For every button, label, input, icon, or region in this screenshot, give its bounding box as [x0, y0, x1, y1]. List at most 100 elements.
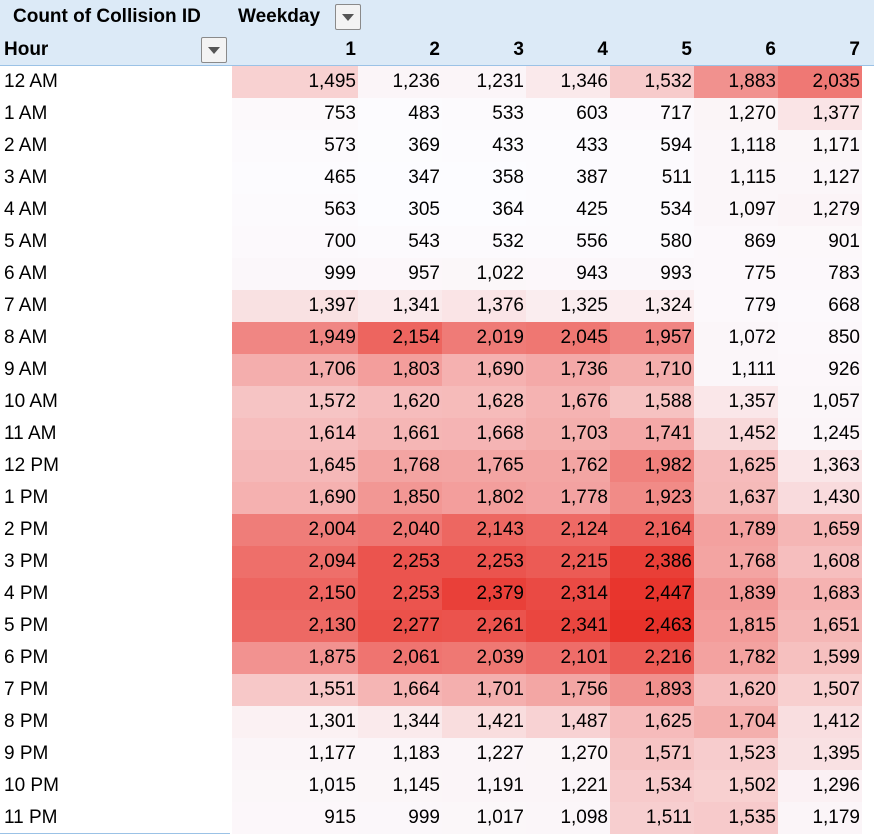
row-label[interactable]: 10 PM	[4, 775, 59, 796]
value-cell[interactable]: 1,270	[526, 738, 610, 770]
value-cell[interactable]: 1,231	[442, 66, 526, 98]
row-label[interactable]: 1 PM	[4, 487, 49, 508]
column-header-7[interactable]: 7	[849, 39, 860, 60]
row-label[interactable]: 8 PM	[4, 711, 49, 732]
value-cell[interactable]: 1,346	[526, 66, 610, 98]
value-cell[interactable]: 1,495	[232, 66, 358, 98]
value-cell[interactable]: 1,487	[526, 706, 610, 738]
value-cell[interactable]: 1,532	[610, 66, 694, 98]
row-label[interactable]: 6 PM	[4, 647, 49, 668]
row-label[interactable]: 1 AM	[4, 103, 48, 124]
value-cell[interactable]: 1,768	[358, 450, 442, 482]
value-cell[interactable]: 532	[442, 226, 526, 258]
value-cell[interactable]: 1,893	[610, 674, 694, 706]
value-cell[interactable]: 2,253	[358, 546, 442, 578]
value-cell[interactable]: 433	[442, 130, 526, 162]
row-label[interactable]: 12 PM	[4, 455, 59, 476]
value-cell[interactable]: 1,701	[442, 674, 526, 706]
row-label[interactable]: 2 AM	[4, 135, 48, 156]
value-cell[interactable]: 1,949	[232, 322, 358, 354]
value-cell[interactable]: 1,706	[232, 354, 358, 386]
value-cell[interactable]: 783	[778, 258, 862, 290]
value-cell[interactable]: 1,608	[778, 546, 862, 578]
value-cell[interactable]: 1,620	[358, 386, 442, 418]
value-cell[interactable]: 1,097	[694, 194, 778, 226]
value-cell[interactable]: 2,386	[610, 546, 694, 578]
value-cell[interactable]: 534	[610, 194, 694, 226]
value-cell[interactable]: 543	[358, 226, 442, 258]
row-label[interactable]: 9 PM	[4, 743, 49, 764]
value-cell[interactable]: 533	[442, 98, 526, 130]
value-cell[interactable]: 901	[778, 226, 862, 258]
column-header-5[interactable]: 5	[681, 39, 692, 60]
value-cell[interactable]: 1,690	[442, 354, 526, 386]
value-cell[interactable]: 1,637	[694, 482, 778, 514]
row-label[interactable]: 10 AM	[4, 391, 58, 412]
value-cell[interactable]: 700	[232, 226, 358, 258]
value-cell[interactable]: 1,765	[442, 450, 526, 482]
row-label[interactable]: 11 AM	[4, 423, 57, 444]
value-cell[interactable]: 1,227	[442, 738, 526, 770]
value-cell[interactable]: 2,061	[358, 642, 442, 674]
value-cell[interactable]: 1,377	[778, 98, 862, 130]
column-header-3[interactable]: 3	[513, 39, 524, 60]
value-cell[interactable]: 1,661	[358, 418, 442, 450]
value-cell[interactable]: 2,150	[232, 578, 358, 610]
value-cell[interactable]: 2,379	[442, 578, 526, 610]
value-cell[interactable]: 999	[232, 258, 358, 290]
value-cell[interactable]: 1,756	[526, 674, 610, 706]
value-cell[interactable]: 563	[232, 194, 358, 226]
row-label[interactable]: 3 PM	[4, 551, 49, 572]
value-cell[interactable]: 1,376	[442, 290, 526, 322]
value-cell[interactable]: 1,421	[442, 706, 526, 738]
value-cell[interactable]: 1,341	[358, 290, 442, 322]
value-cell[interactable]: 1,664	[358, 674, 442, 706]
value-cell[interactable]: 594	[610, 130, 694, 162]
value-cell[interactable]: 1,171	[778, 130, 862, 162]
value-cell[interactable]: 943	[526, 258, 610, 290]
value-cell[interactable]: 1,645	[232, 450, 358, 482]
value-cell[interactable]: 1,115	[694, 162, 778, 194]
value-cell[interactable]: 1,072	[694, 322, 778, 354]
row-label[interactable]: 5 PM	[4, 615, 49, 636]
value-cell[interactable]: 1,588	[610, 386, 694, 418]
value-cell[interactable]: 1,620	[694, 674, 778, 706]
value-cell[interactable]: 2,154	[358, 322, 442, 354]
value-cell[interactable]: 2,039	[442, 642, 526, 674]
value-cell[interactable]: 2,045	[526, 322, 610, 354]
value-cell[interactable]: 511	[610, 162, 694, 194]
value-cell[interactable]: 1,111	[694, 354, 778, 386]
value-cell[interactable]: 1,651	[778, 610, 862, 642]
value-cell[interactable]: 1,325	[526, 290, 610, 322]
value-cell[interactable]: 2,040	[358, 514, 442, 546]
value-cell[interactable]: 483	[358, 98, 442, 130]
value-cell[interactable]: 1,957	[610, 322, 694, 354]
row-label[interactable]: 7 AM	[4, 295, 48, 316]
value-cell[interactable]: 1,625	[694, 450, 778, 482]
row-label[interactable]: 5 AM	[4, 231, 48, 252]
value-cell[interactable]: 1,668	[442, 418, 526, 450]
value-cell[interactable]: 1,683	[778, 578, 862, 610]
value-cell[interactable]: 1,982	[610, 450, 694, 482]
value-cell[interactable]: 1,782	[694, 642, 778, 674]
value-cell[interactable]: 1,022	[442, 258, 526, 290]
value-cell[interactable]: 668	[778, 290, 862, 322]
value-cell[interactable]: 1,511	[610, 802, 694, 834]
value-cell[interactable]: 1,183	[358, 738, 442, 770]
value-cell[interactable]: 2,261	[442, 610, 526, 642]
row-label[interactable]: 11 PM	[4, 807, 58, 828]
value-cell[interactable]: 1,875	[232, 642, 358, 674]
row-label[interactable]: 6 AM	[4, 263, 48, 284]
row-label[interactable]: 9 AM	[4, 359, 48, 380]
value-cell[interactable]: 1,017	[442, 802, 526, 834]
value-cell[interactable]: 1,628	[442, 386, 526, 418]
value-cell[interactable]: 1,534	[610, 770, 694, 802]
value-cell[interactable]: 1,736	[526, 354, 610, 386]
value-cell[interactable]: 465	[232, 162, 358, 194]
value-cell[interactable]: 1,803	[358, 354, 442, 386]
row-label[interactable]: 4 AM	[4, 199, 48, 220]
value-cell[interactable]: 1,802	[442, 482, 526, 514]
value-cell[interactable]: 1,397	[232, 290, 358, 322]
value-cell[interactable]: 1,127	[778, 162, 862, 194]
value-cell[interactable]: 425	[526, 194, 610, 226]
